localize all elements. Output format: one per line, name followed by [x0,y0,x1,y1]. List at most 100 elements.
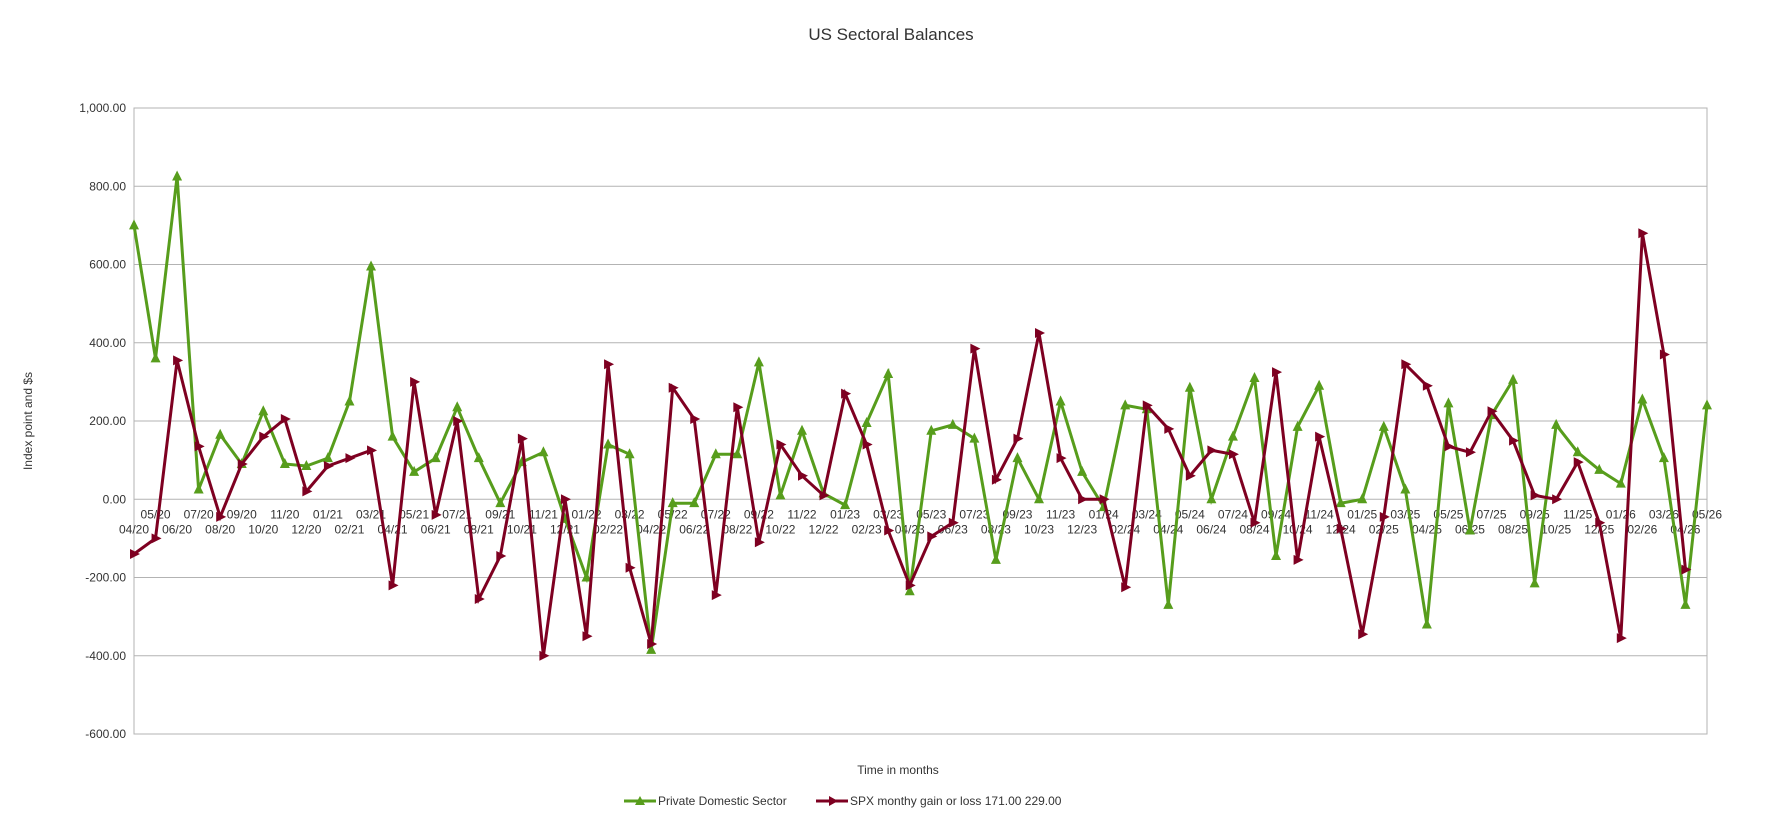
x-tick-label: 01/26 [1606,507,1636,521]
x-tick-label: 03/25 [1390,507,1420,521]
data-point [323,460,334,471]
data-point [322,452,333,463]
x-tick-label: 02/21 [334,522,364,536]
legend-label-spx: SPX monthy gain or loss 171.00 229.00 [850,794,1062,808]
data-point [1335,497,1346,508]
data-point [840,499,851,510]
data-point [1078,494,1089,505]
data-point [927,531,938,542]
x-tick-label: 07/23 [959,507,989,521]
data-point [582,631,593,642]
x-tick-label: 02/25 [1369,522,1399,536]
x-tick-label: 11/21 [529,507,558,521]
x-tick-label: 12/22 [809,522,839,536]
data-point [1271,549,1282,560]
data-point [452,401,463,412]
data-point [796,424,807,435]
data-point [150,352,161,363]
data-point [775,489,786,500]
data-point [539,650,550,661]
data-point [1120,399,1131,410]
data-point [1227,430,1238,441]
x-tick-label: 01/23 [830,507,860,521]
plot-area-frame [133,107,1708,735]
y-tick-label: 200.00 [89,414,126,428]
x-tick-label: 12/23 [1067,522,1097,536]
data-point [517,433,528,444]
data-point [173,355,184,366]
x-tick-label: 09/23 [1002,507,1032,521]
data-point [1358,629,1369,640]
y-tick-label: -600.00 [85,727,126,741]
data-point [990,553,1001,564]
x-tick-label: 01/24 [1089,507,1119,521]
data-point [667,497,678,508]
legend-item-private-domestic-sector: Private Domestic Sector [624,794,787,808]
y-axis-ticks: -600.00 -400.00 -200.00 0.00 200.00 400.00 600… [79,101,126,741]
x-tick-label: 11/23 [1046,507,1075,521]
x-tick-label: 02/23 [852,522,882,536]
data-point [1249,371,1260,382]
data-point [862,439,873,450]
x-axis-label: Time in months [857,763,939,777]
data-point [560,494,571,505]
data-point [1681,564,1692,575]
data-point [1056,453,1067,464]
y-tick-label: 600.00 [89,258,126,272]
data-point [904,585,915,596]
data-point [646,643,657,654]
data-point [259,431,270,442]
data-point [1184,381,1195,392]
data-point [344,395,355,406]
data-point [1638,228,1649,239]
x-tick-label: 11/25 [1563,507,1592,521]
data-point [1487,406,1498,417]
data-point [1659,349,1670,360]
x-tick-label: 04/24 [1153,522,1183,536]
y-tick-label: -400.00 [85,649,126,663]
x-tick-label: 06/20 [162,522,192,536]
data-point [1680,598,1691,609]
data-point [947,418,958,429]
x-tick-label: 12/20 [291,522,321,536]
x-tick-label: 02/22 [593,522,623,536]
legend-item-spx: SPX monthy gain or loss 171.00 229.00 [816,794,1062,808]
data-point [776,439,787,450]
data-point [819,490,830,501]
legend: Private Domestic Sector SPX monthy gain … [624,794,1062,808]
x-tick-label: 10/25 [1541,522,1571,536]
x-tick-label: 01/21 [313,507,343,521]
data-point [1163,598,1174,609]
x-tick-label: 05/20 [141,507,171,521]
data-point [1595,517,1606,528]
data-point [604,359,615,370]
data-point [279,458,290,469]
x-tick-label: 01/25 [1347,507,1377,521]
data-point [690,414,701,425]
x-tick-label: 11/20 [270,507,299,521]
data-point [474,594,485,605]
data-point [884,525,895,536]
series-line [132,176,1709,651]
data-point [883,368,894,379]
data-point [1658,452,1669,463]
x-tick-label: 05/21 [399,507,429,521]
data-point [970,343,981,354]
grid [134,107,1707,735]
data-point [430,452,441,463]
data-point [1142,400,1153,411]
data-point [732,448,743,459]
data-point [1013,433,1024,444]
x-tick-label: 03/24 [1132,507,1162,521]
data-point [1572,446,1583,457]
chart-title: US Sectoral Balances [808,25,973,44]
data-point [453,416,464,426]
y-tick-label: 0.00 [103,492,127,506]
x-tick-label: 08/25 [1498,522,1528,536]
x-tick-label: 01/22 [571,507,601,521]
data-point [1250,517,1261,528]
data-point [216,511,227,522]
data-point [1121,582,1132,593]
data-point [603,438,614,449]
